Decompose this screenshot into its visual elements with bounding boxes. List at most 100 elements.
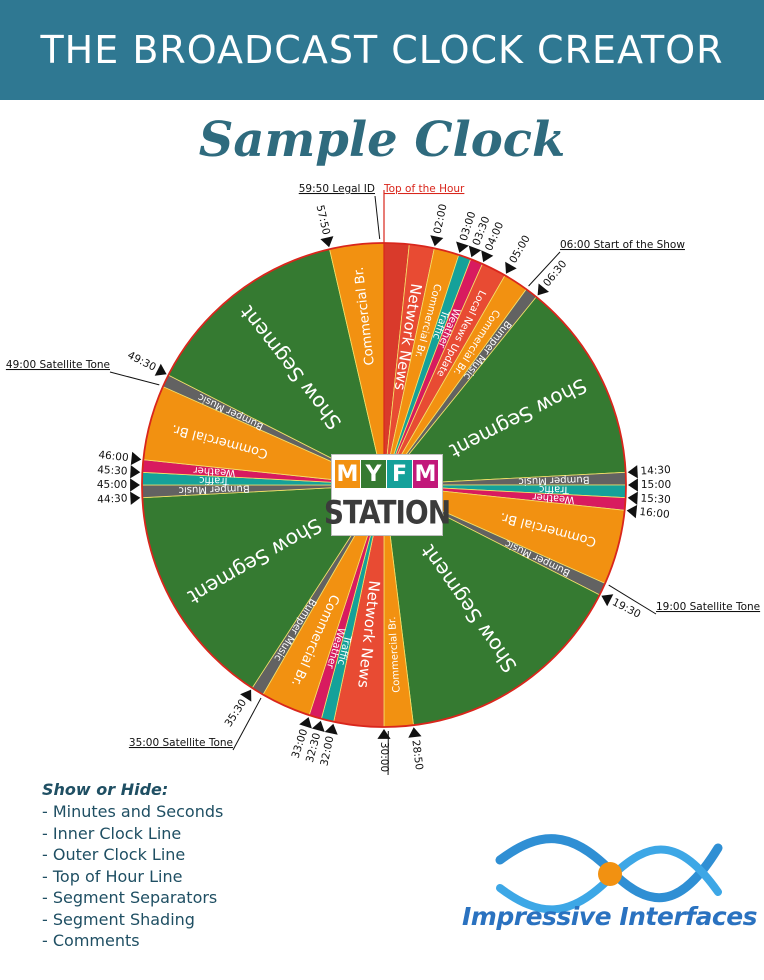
- tick-label: 28:50: [409, 739, 425, 771]
- tick-49-30: 49:30: [125, 349, 167, 376]
- tick-label: 05:00: [507, 233, 533, 265]
- segment-label-10: Traffic: [539, 483, 570, 495]
- tick-19-30: 19:30: [601, 594, 643, 621]
- segment-label-23: Traffic: [199, 474, 230, 486]
- tick-label: 14:30: [640, 464, 671, 478]
- callout-leader: [109, 371, 160, 386]
- tick-arrow: [154, 363, 167, 376]
- callout-leader: [528, 251, 561, 287]
- tick-label: 15:30: [640, 492, 671, 506]
- callout-label: 35:00 Satellite Tone: [129, 737, 233, 749]
- option-inner-clock-line: - Inner Clock Line: [42, 823, 182, 843]
- tick-label: 02:00: [432, 203, 450, 235]
- badge-letter-f: F: [387, 460, 412, 488]
- tick-arrow: [324, 723, 338, 735]
- header-banner: THE BROADCAST CLOCK CREATOR: [0, 0, 764, 100]
- tick-arrow: [626, 504, 638, 519]
- options-heading: Show or Hide:: [42, 780, 169, 799]
- tick-label: 15:00: [641, 479, 671, 491]
- tick-label: 06:30: [541, 258, 569, 289]
- tick-02-00: 02:00: [430, 203, 450, 247]
- option-comments: - Comments: [42, 931, 140, 950]
- segment-label-9: Bumper Music: [518, 474, 589, 487]
- tick-05-00: 05:00: [505, 233, 533, 274]
- callout-49-00-satellite-tone: 49:00 Satellite Tone: [6, 359, 160, 386]
- segment-label-22: Bumper Music: [178, 483, 249, 496]
- callout-leader: [608, 584, 657, 615]
- option-minutes-seconds: - Minutes and Seconds: [42, 802, 224, 821]
- tick-label: 46:00: [98, 449, 129, 464]
- tick-arrow: [628, 478, 638, 492]
- tick-arrow: [537, 283, 549, 296]
- tick-label: 45:30: [97, 464, 128, 478]
- tick-06-30: 06:30: [537, 258, 569, 296]
- segment-label-11: Weather: [531, 491, 575, 505]
- tick-label: 35:30: [223, 697, 250, 729]
- badge-letter-y: Y: [361, 460, 386, 488]
- callout-label: 06:00 Start of the Show: [560, 239, 685, 251]
- tick-14-30: 14:30: [627, 464, 671, 479]
- tick-16-00: 16:00: [626, 504, 670, 521]
- segment-label-15: Commercial Br.: [387, 616, 403, 693]
- clock-subtitle: Sample Clock: [198, 112, 566, 168]
- tick-arrow: [430, 235, 444, 247]
- options-list: - Minutes and Seconds - Inner Clock Line…: [42, 801, 223, 952]
- tick-label: 44:30: [97, 492, 128, 506]
- tick-arrow: [627, 491, 638, 505]
- tick-30-00: 30:00: [377, 729, 391, 772]
- tick-label: 49:30: [125, 349, 157, 373]
- tick-label: 19:30: [610, 596, 642, 620]
- tick-15-00: 15:00: [628, 478, 671, 492]
- callout-59-50-legal-id: 59:50 Legal ID: [299, 183, 381, 240]
- tick-arrow: [311, 720, 325, 732]
- company-logo-icon: [495, 834, 723, 914]
- callout-label: Top of the Hour: [383, 183, 465, 195]
- tick-arrow: [468, 245, 482, 258]
- badge-letter-m2: M: [413, 460, 438, 488]
- tick-arrow: [505, 261, 517, 274]
- callout-label: 59:50 Legal ID: [299, 183, 375, 195]
- tick-arrow: [299, 717, 312, 729]
- badge-station-text: STATION: [323, 493, 451, 531]
- company-logo-text: Impressive Interfaces: [462, 902, 758, 931]
- tick-label: 30:00: [378, 742, 390, 772]
- tick-label: 16:00: [639, 506, 670, 521]
- option-top-of-hour-line: - Top of Hour Line: [42, 866, 183, 886]
- tick-arrow: [240, 689, 252, 702]
- callout-top-of-the-hour: Top of the Hour: [383, 183, 465, 239]
- tick-arrow: [130, 465, 141, 479]
- tick-arrow: [130, 478, 140, 492]
- tick-28-50: 28:50: [408, 727, 425, 771]
- tick-arrow: [320, 236, 334, 248]
- callout-29-50-station-id: 29:50 Station ID: [387, 730, 389, 775]
- tick-arrow: [481, 250, 494, 263]
- tick-44-30: 44:30: [97, 491, 141, 506]
- callout-label: 49:00 Satellite Tone: [6, 359, 110, 371]
- option-segment-shading: - Segment Shading: [42, 909, 195, 929]
- tick-46-00: 46:00: [98, 449, 142, 466]
- callout-35-00-satellite-tone: 35:00 Satellite Tone: [129, 697, 262, 751]
- tick-arrow: [130, 451, 142, 466]
- tick-arrow: [130, 491, 141, 505]
- option-outer-clock-line: - Outer Clock Line: [42, 845, 186, 864]
- callout-leader: [374, 195, 381, 240]
- tick-arrow: [627, 465, 638, 479]
- tick-45-30: 45:30: [97, 464, 141, 479]
- tick-arrow: [408, 727, 422, 738]
- tick-57-50: 57:50: [314, 204, 334, 248]
- segment-label-24: Weather: [192, 464, 236, 478]
- station-logo-badge: M Y F M STATION: [323, 454, 451, 536]
- page-title: THE BROADCAST CLOCK CREATOR: [40, 28, 724, 72]
- callout-label: 19:00 Satellite Tone: [656, 601, 760, 613]
- tick-arrow: [601, 594, 614, 607]
- badge-letters: M Y F M: [335, 460, 439, 488]
- tick-label: 57:50: [314, 204, 333, 236]
- badge-letter-m: M: [335, 460, 360, 488]
- tick-label: 45:00: [97, 479, 127, 491]
- option-segment-separators: - Segment Separators: [42, 888, 218, 907]
- segment-layer: [141, 242, 627, 728]
- callout-06-00-start-of-the-show: 06:00 Start of the Show: [528, 239, 685, 287]
- tick-arrow: [456, 241, 469, 253]
- tick-15-30: 15:30: [627, 491, 671, 506]
